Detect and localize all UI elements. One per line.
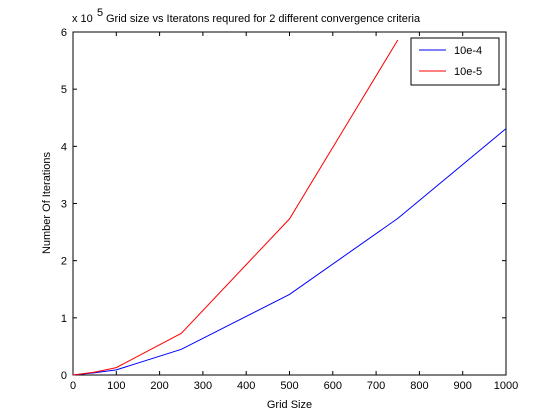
legend-label-10e-4: 10e-4 [454, 45, 482, 57]
x-tick-label: 900 [454, 380, 472, 392]
x-tick-label: 800 [410, 380, 428, 392]
plot-area [72, 31, 507, 376]
x-tick-label: 1000 [494, 380, 518, 392]
y-tick-label: 0 [61, 370, 67, 382]
x-tick-label: 0 [70, 380, 76, 392]
x-tick-label: 100 [107, 380, 125, 392]
series-layer [72, 39, 507, 376]
y-tick-label: 5 [61, 84, 67, 96]
series-line-10e-4 [72, 128, 507, 376]
x-tick-label: 700 [367, 380, 385, 392]
legend: 10e-4 10e-5 [410, 37, 500, 86]
y-tick-label: 2 [61, 256, 67, 268]
series-line-10e-5 [72, 39, 399, 376]
x-tick-label: 600 [324, 380, 342, 392]
x-tick-label: 300 [194, 380, 212, 392]
chart-title: Grid size vs Iteratons requred for 2 dif… [106, 13, 421, 25]
y-tick-label: 3 [61, 199, 67, 211]
y-tick-label: 4 [61, 141, 67, 153]
y-tick-label: 1 [61, 313, 67, 325]
legend-box [410, 37, 500, 86]
y-tick-label: 6 [61, 27, 67, 39]
x-axis-label: Grid Size [267, 399, 312, 411]
y-axis-label: Number Of Iterations [41, 151, 53, 254]
x-tick-label: 500 [280, 380, 298, 392]
axis-ticks: 0 100 200 300 400 500 600 700 800 900 1000 0 1 2 3 4 5 6 [61, 27, 518, 392]
y-exponent-base: x 10 [72, 13, 93, 25]
x-tick-label: 400 [237, 380, 255, 392]
legend-label-10e-5: 10e-5 [454, 66, 482, 78]
y-exponent-power: 5 [97, 7, 103, 19]
x-tick-label: 200 [150, 380, 168, 392]
